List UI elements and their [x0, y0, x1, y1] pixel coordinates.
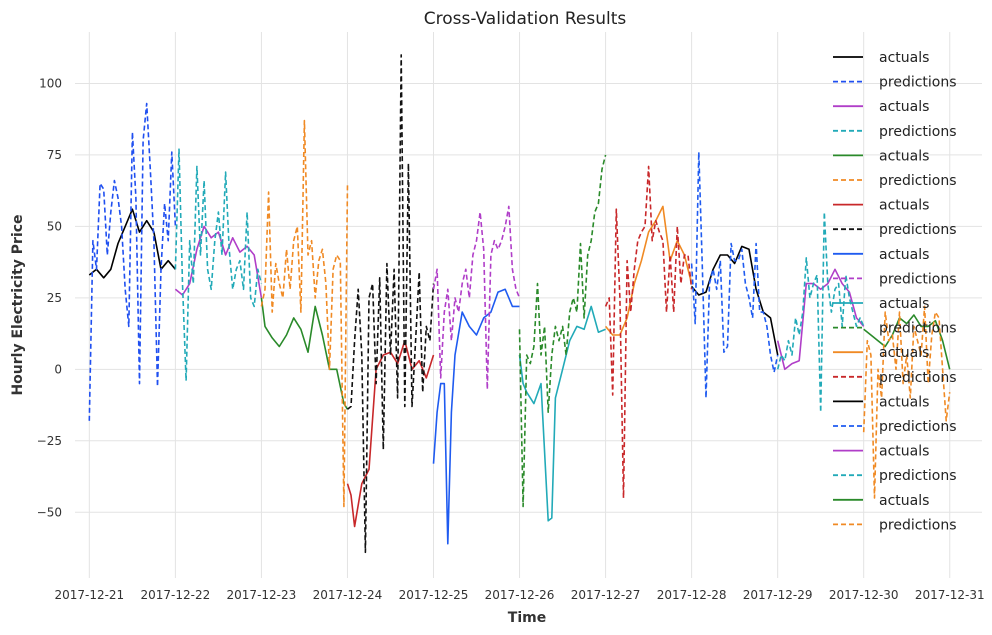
x-tick-label: 2017-12-30 [829, 588, 899, 602]
x-tick-label: 2017-12-24 [313, 588, 383, 602]
series-line-18 [863, 314, 951, 370]
x-tick-label: 2017-12-29 [743, 588, 813, 602]
chart-title: Cross-Validation Results [424, 9, 627, 29]
x-tick-label: 2017-12-21 [54, 588, 124, 602]
legend-label: predictions [879, 75, 957, 91]
grid [75, 32, 982, 578]
legend-label: predictions [879, 468, 957, 484]
y-tick-label: 0 [54, 362, 62, 376]
y-tick-label: −25 [37, 434, 62, 448]
legend-label: actuals [879, 148, 929, 164]
x-tick-label: 2017-12-25 [399, 588, 469, 602]
legend-label: actuals [879, 198, 929, 214]
y-tick-label: 75 [47, 148, 62, 162]
legend-label: actuals [879, 50, 929, 66]
series-line-6 [346, 339, 435, 528]
y-tick-label: 100 [39, 76, 62, 90]
series-line-4 [260, 297, 349, 410]
legend-label: predictions [879, 271, 957, 287]
series-line-1 [88, 102, 177, 421]
series-line-16 [776, 268, 865, 371]
series-line-3 [174, 148, 263, 382]
legend-label: predictions [879, 124, 957, 140]
plot-lines [88, 54, 951, 554]
legend-label: predictions [879, 222, 957, 238]
series-line-2 [174, 225, 263, 299]
x-tick-label: 2017-12-27 [571, 588, 641, 602]
legend: actuals predictions actuals predictions actu… [833, 50, 957, 533]
x-tick-label: 2017-12-26 [485, 588, 555, 602]
series-line-15 [690, 151, 779, 399]
series-line-9 [432, 205, 521, 391]
y-axis-title: Hourly Electricity Price [10, 214, 26, 395]
series-line-19 [862, 305, 951, 499]
y-tick-label: 25 [47, 291, 62, 305]
legend-label: actuals [879, 493, 929, 509]
x-axis-title: Time [508, 610, 546, 626]
y-tick-labels: −50 −25 0 25 50 75 100 [37, 76, 62, 519]
series-line-8 [432, 288, 520, 545]
series-line-13 [604, 165, 693, 499]
legend-label: predictions [879, 321, 957, 337]
legend-label: predictions [879, 173, 957, 189]
legend-label: predictions [879, 419, 957, 435]
legend-label: predictions [879, 370, 957, 386]
legend-label: actuals [879, 247, 929, 263]
series-line-7 [347, 54, 435, 554]
x-tick-label: 2017-12-23 [227, 588, 297, 602]
x-tick-labels: 2017-12-21 2017-12-22 2017-12-23 2017-12-24… [54, 588, 984, 602]
x-tick-label: 2017-12-22 [141, 588, 211, 602]
y-tick-label: 50 [47, 219, 62, 233]
series-line-0 [88, 208, 177, 279]
series-line-11 [518, 154, 607, 508]
legend-label: predictions [879, 517, 957, 533]
series-line-5 [260, 119, 349, 508]
legend-label: actuals [879, 345, 929, 361]
y-tick-label: −50 [37, 505, 62, 519]
x-tick-label: 2017-12-31 [915, 588, 985, 602]
legend-label: actuals [879, 394, 929, 410]
legend-label: actuals [879, 99, 929, 115]
legend-label: actuals [879, 296, 929, 312]
x-tick-label: 2017-12-28 [657, 588, 727, 602]
series-line-17 [776, 211, 865, 414]
legend-label: actuals [879, 444, 929, 460]
series-line-10 [518, 305, 606, 522]
